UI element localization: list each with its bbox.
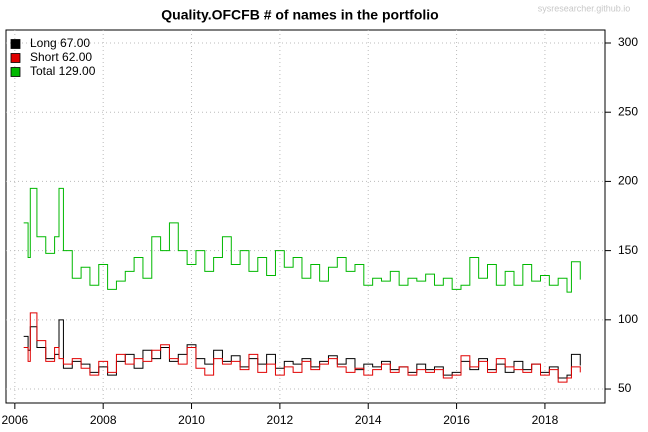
y-tick-label: 300 [618,35,638,49]
series-line [23,312,581,383]
x-tick-label: 2014 [355,413,382,427]
x-tick-label: 2010 [178,413,205,427]
plot-frame [5,29,606,404]
y-tick-label: 250 [618,104,638,118]
legend-swatch [10,39,21,49]
x-tick-label: 2018 [532,413,559,427]
y-tick-label: 50 [618,381,632,395]
y-tick-label: 200 [618,174,638,188]
legend-label: Short 62.00 [30,50,92,64]
series-line [23,187,581,293]
legend-swatch [10,67,21,77]
legend-label: Total 129.00 [30,64,96,78]
x-tick-label: 2006 [1,413,28,427]
chart-title: Quality.OFCFB # of names in the portfoli… [161,7,438,23]
y-tick-label: 100 [618,312,638,326]
x-tick-label: 2008 [90,413,117,427]
y-tick-label: 150 [618,243,638,257]
legend-swatch [10,53,21,63]
x-tick-label: 2012 [267,413,294,427]
legend-label: Long 67.00 [30,36,90,50]
watermark: sysresearcher.github.io [538,3,631,13]
x-tick-label: 2016 [443,413,470,427]
